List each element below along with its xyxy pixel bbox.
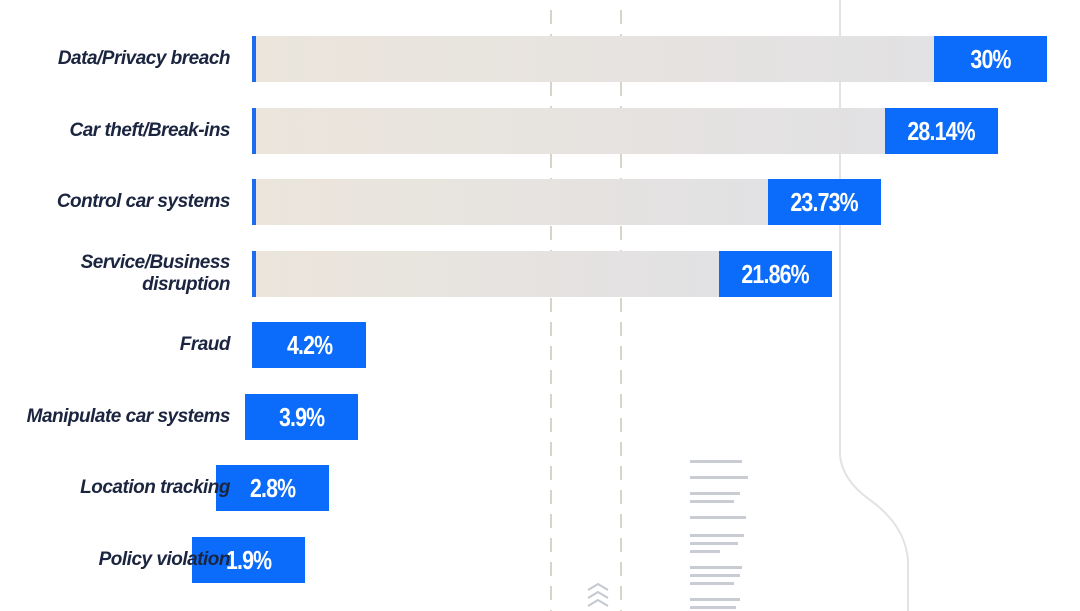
- bar: 3.9%: [245, 394, 358, 440]
- bar: 30%: [934, 36, 1047, 82]
- category-label: Fraud: [179, 334, 231, 355]
- bar: 28.14%: [885, 108, 998, 154]
- category-label: Data/Privacy breach: [57, 48, 231, 69]
- bar-marker: [252, 179, 256, 225]
- bar: 23.73%: [768, 179, 881, 225]
- category-label: Policy violation: [98, 549, 231, 570]
- category-label: Control car systems: [56, 191, 231, 212]
- data-label: 28.14%: [907, 115, 976, 146]
- data-label: 30%: [970, 43, 1011, 74]
- bar-track: [255, 108, 885, 154]
- data-label: 4.2%: [286, 329, 333, 360]
- category-label: Location tracking: [80, 477, 230, 498]
- bar: 2.8%: [216, 465, 329, 511]
- data-label: 1.9%: [225, 544, 272, 575]
- bar-track: [255, 179, 768, 225]
- bar-track: [255, 36, 934, 82]
- bar-track: [255, 251, 719, 297]
- data-label: 23.73%: [790, 186, 859, 217]
- data-label: 21.86%: [741, 258, 810, 289]
- category-label: Service/Business disruption: [80, 252, 231, 295]
- bar-marker: [252, 108, 256, 154]
- category-label: Car theft/Break-ins: [69, 120, 231, 141]
- data-label: 3.9%: [278, 401, 325, 432]
- bar: 21.86%: [719, 251, 832, 297]
- data-label: 2.8%: [249, 472, 296, 503]
- bar: 4.2%: [253, 322, 366, 368]
- category-label: Manipulate car systems: [26, 406, 231, 427]
- bar: 1.9%: [192, 537, 305, 583]
- bar-marker: [252, 251, 256, 297]
- bar-marker: [252, 36, 256, 82]
